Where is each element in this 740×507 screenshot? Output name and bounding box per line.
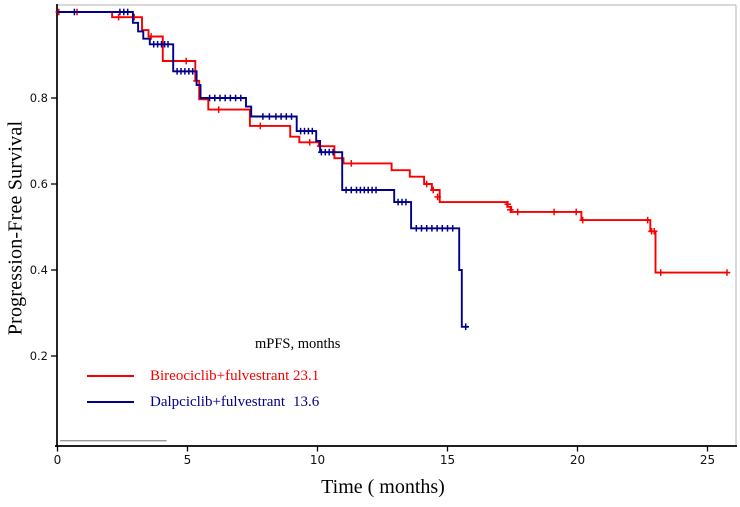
legend-header: mPFS, months [255,336,341,352]
legend-label: Bireociclib+fulvestrant [150,367,290,384]
svg-text:5: 5 [184,453,192,467]
legend-line-red [87,375,134,377]
survival-curve [57,11,729,274]
survival-curve [57,11,469,328]
svg-text:20: 20 [570,453,585,467]
svg-text:0.4: 0.4 [30,263,48,277]
y-axis-title: Progression-Free Survival [4,120,27,336]
svg-text:15: 15 [440,453,455,467]
censor-marks [71,8,469,331]
series-dalpciclib [57,8,469,331]
legend-mpfs-value: 23.1 [293,367,320,384]
legend-item-dalpciclib: Dalpciclib+fulvestrant 13.6 [87,392,319,412]
svg-text:0: 0 [54,453,62,467]
censor-marks [55,8,731,276]
svg-text:0.2: 0.2 [30,349,48,363]
svg-text:10: 10 [310,453,325,467]
series-bireociclib [55,8,731,276]
legend-label: Dalpciclib+fulvestrant [150,393,286,410]
svg-text:0.6: 0.6 [30,177,48,191]
svg-text:25: 25 [700,453,715,467]
legend-line-blue [87,401,134,403]
legend-mpfs-value: 13.6 [293,393,320,410]
x-axis-title: Time ( months) [321,476,445,498]
legend-item-bireociclib: Bireociclib+fulvestrant 23.1 [87,366,319,386]
svg-text:0.8: 0.8 [30,91,48,105]
